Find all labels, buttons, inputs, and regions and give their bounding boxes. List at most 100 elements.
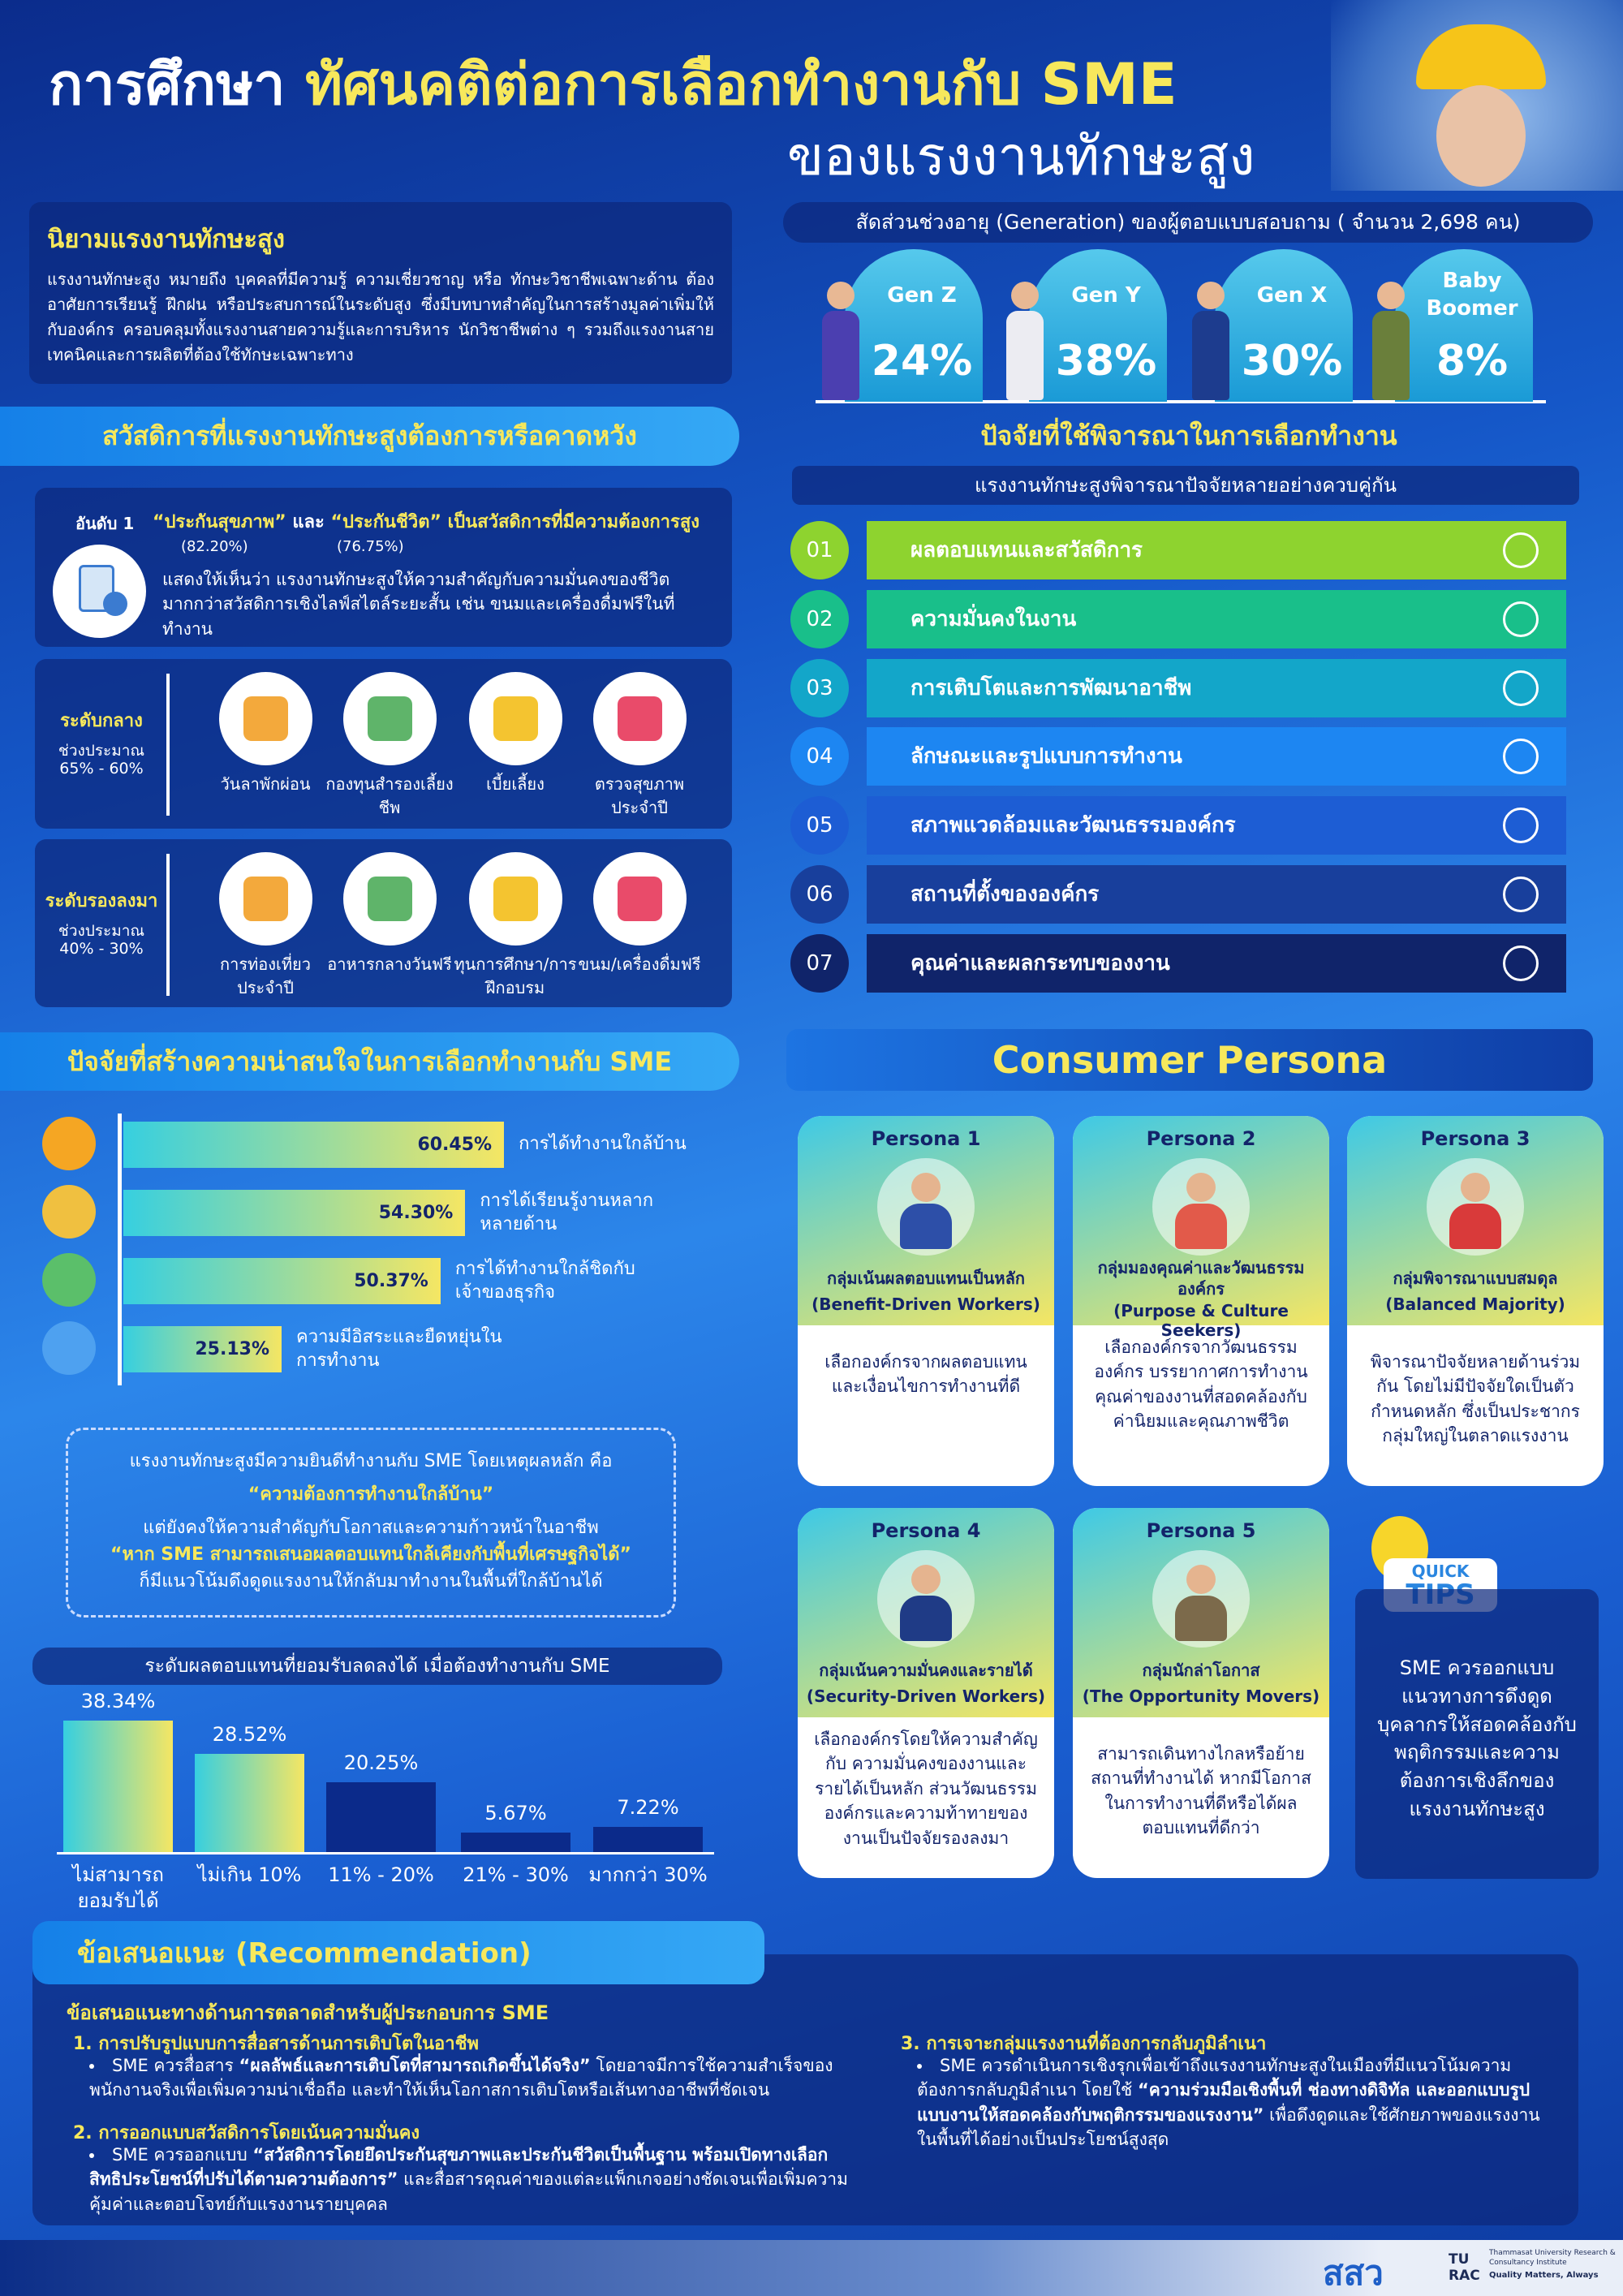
factor-bar — [867, 796, 1566, 855]
range-label: ช่วงประมาณ — [58, 742, 145, 760]
persona-label: Persona 5 — [1146, 1519, 1256, 1542]
person-body — [822, 311, 859, 400]
headline-a: “ประกันสุขภาพ” — [153, 512, 286, 532]
baseline — [57, 1852, 714, 1854]
bar-category: 11% - 20% — [328, 1863, 434, 1886]
bar — [195, 1754, 304, 1852]
persona-illustration — [877, 1158, 975, 1256]
avatar-body — [1175, 1204, 1227, 1249]
persona-card: Persona 1 กลุ่มเน้นผลตอบแทนเป็นหลัก (Benef… — [798, 1116, 1054, 1486]
persona-text: เลือกองค์กรจากวัฒนธรรมองค์กร บรรยากาศการ… — [1094, 1338, 1308, 1432]
generation-card: Gen Y 38% — [1006, 249, 1167, 402]
generation-card: Gen Z 24% — [822, 249, 983, 402]
rank1-headline: “ประกันสุขภาพ” และ “ประกันชีวิต” เป็นสวั… — [153, 507, 700, 536]
level-name: ระดับรองลงมา — [45, 891, 158, 911]
generation-value: 38% — [1055, 337, 1157, 386]
welfare-item: การท่องเที่ยวประจำปี — [219, 954, 311, 997]
avatar-head — [1186, 1565, 1216, 1594]
footer: สสว TU RAC Thammasat University Research… — [0, 2240, 1623, 2296]
rec-bullet: SME ควรดำเนินการเชิงรุกเพื่อเข้าถึงแรงงา… — [917, 2053, 1550, 2152]
factor-number: 01 — [790, 521, 849, 579]
persona-card: Persona 3 กลุ่มพิจารณาแบบสมดุล (Balanced M… — [1347, 1116, 1604, 1486]
pct-a: (82.20%) — [181, 538, 248, 555]
generation-name: Gen Y — [1071, 283, 1141, 308]
generation-name: Baby Boomer — [1426, 269, 1518, 321]
bar-category: การได้ทำงานใกล้ชิดกับเจ้าของธุรกิจ — [454, 1258, 635, 1303]
note-highlight: “ความต้องการทำงานใกล้บ้าน” — [248, 1484, 494, 1505]
rec-bold: “ผลลัพธ์และการเติบโตที่สามารถเกิดขึ้นได้… — [239, 2056, 591, 2075]
rec-post: เพื่อดึงดูดและใช้ศักยภาพของแรงงานในพื้นท… — [917, 2104, 1540, 2150]
bar-category: ความมีอิสระและยืดหยุ่นในการทำงาน — [296, 1326, 502, 1371]
attraction-icon — [42, 1253, 96, 1307]
factor-label: ผลตอบแทนและสวัสดิการ — [911, 538, 1143, 562]
generation-value: 8% — [1436, 337, 1509, 386]
tips-badge-top: QUICK — [1411, 1562, 1470, 1581]
bar — [593, 1827, 703, 1852]
person-body — [1372, 311, 1410, 400]
persona-illustration — [1427, 1158, 1524, 1256]
icon-shape — [618, 696, 662, 741]
recommendation-box — [32, 1954, 1578, 2225]
persona-label: Persona 3 — [1420, 1127, 1530, 1150]
footer-logo: สสว — [1323, 2253, 1384, 2293]
avatar-body — [1175, 1596, 1227, 1641]
org-tagline: Quality Matters, Always — [1489, 2271, 1599, 2280]
factor-number: 03 — [790, 658, 849, 717]
persona-name: กลุ่มเน้นผลตอบแทนเป็นหลัก — [827, 1269, 1025, 1288]
persona-header: Persona 3 กลุ่มพิจารณาแบบสมดุล (Balanced M… — [1347, 1116, 1604, 1325]
title-line2: ของแรงงานทักษะสูง — [787, 125, 1255, 187]
bar-category: 21% - 30% — [463, 1863, 569, 1886]
persona-name: กลุ่มนักล่าโอกาส — [1142, 1661, 1260, 1680]
icon-shape — [618, 877, 662, 921]
rec-bold: “สวัสดิการโดยยึดประกันสุขภาพและประกันชีว… — [89, 2145, 829, 2190]
persona-name-en: (Purpose & Culture Seekers) — [1113, 1301, 1289, 1340]
rec-post: โดยอาจมีการใช้ความสำเร็จของพนักงานจริงเพ… — [89, 2056, 833, 2100]
pct-b: (76.75%) — [337, 538, 404, 555]
factor-label: คุณค่าและผลกระทบของงาน — [911, 950, 1170, 976]
persona-name: กลุ่มมองคุณค่าและวัฒนธรรมองค์กร — [1097, 1258, 1305, 1299]
generation-name: Gen Z — [887, 283, 957, 308]
persona-label: Persona 1 — [871, 1127, 981, 1150]
persona-header: Persona 5 กลุ่มนักล่าโอกาส (The Opportunit… — [1073, 1508, 1329, 1717]
rank1-text: แสดงให้เห็นว่า แรงงานทักษะสูงให้ความสำคั… — [162, 570, 675, 639]
factor-icon — [1503, 945, 1539, 981]
bar — [63, 1720, 173, 1852]
rec-bullet: SME ควรออกแบบ “สวัสดิการโดยยึดประกันสุขภ… — [89, 2143, 852, 2216]
persona-text: เลือกองค์กรโดยให้ความสำคัญกับ ความมั่นคง… — [814, 1730, 1038, 1848]
rank1-label: อันดับ 1 — [75, 514, 135, 533]
salary-title: ระดับผลตอบแทนที่ยอมรับลดลงได้ เมื่อต้องท… — [32, 1648, 722, 1685]
persona-name: กลุ่มพิจารณาแบบสมดุล — [1393, 1269, 1558, 1288]
person-figure — [1011, 282, 1039, 309]
welfare-item: เบี้ยเลี้ยง — [486, 774, 545, 794]
rec-post: และสื่อสารคุณค่าของแต่ละแพ็กเกจอย่างชัดเ… — [89, 2169, 848, 2214]
attraction-icon — [42, 1185, 96, 1238]
welfare-item: อาหารกลางวันฟรี — [327, 954, 452, 974]
persona-title: Consumer Persona — [786, 1029, 1593, 1091]
factor-icon — [1503, 532, 1539, 568]
avatar-head — [911, 1173, 941, 1202]
avatar-body — [1449, 1204, 1501, 1249]
welfare-title: สวัสดิการที่แรงงานทักษะสูงต้องการหรือคาด… — [0, 407, 739, 466]
bar-category: ไม่สามารถยอมรับได้ — [72, 1863, 164, 1913]
persona-name-en: (Security-Driven Workers) — [806, 1686, 1046, 1706]
tips-box: SME ควรออกแบบแนวทางการดึงดูดบุคลากรให้สอ… — [1355, 1589, 1599, 1879]
bar-value: 25.13% — [195, 1339, 269, 1359]
icon-shape — [493, 877, 538, 921]
factor-icon — [1503, 877, 1539, 912]
recommendation-subtitle: ข้อเสนอแนะทางด้านการตลาดสำหรับผู้ประกอบก… — [67, 2001, 549, 2024]
welfare-item: ทุนการศึกษา/การฝึกอบรม — [454, 954, 577, 997]
welfare-icon — [469, 672, 562, 765]
factor-bar — [867, 521, 1566, 579]
rec-pre: SME ควรสื่อสาร — [112, 2056, 234, 2075]
headline-b: “ประกันชีวิต” — [330, 512, 441, 532]
icon-shape — [368, 877, 412, 921]
face — [1436, 85, 1526, 187]
factor-label: สถานที่ตั้งขององค์กร — [911, 882, 1100, 907]
persona-illustration — [1152, 1550, 1250, 1648]
bar-value: 54.30% — [378, 1203, 454, 1223]
generation-title: สัดส่วนช่วงอายุ (Generation) ของผู้ตอบแบ… — [783, 202, 1593, 243]
icon-shape — [368, 696, 412, 741]
definition-box: นิยามแรงงานทักษะสูง แรงงานทักษะสูง หมายถ… — [29, 202, 732, 384]
factors-subtitle: แรงงานทักษะสูงพิจารณาปัจจัยหลายอย่างควบค… — [792, 466, 1579, 505]
rec-heading: 3. การเจาะกลุ่มแรงงานที่ต้องการกลับภูมิล… — [901, 2034, 1267, 2054]
